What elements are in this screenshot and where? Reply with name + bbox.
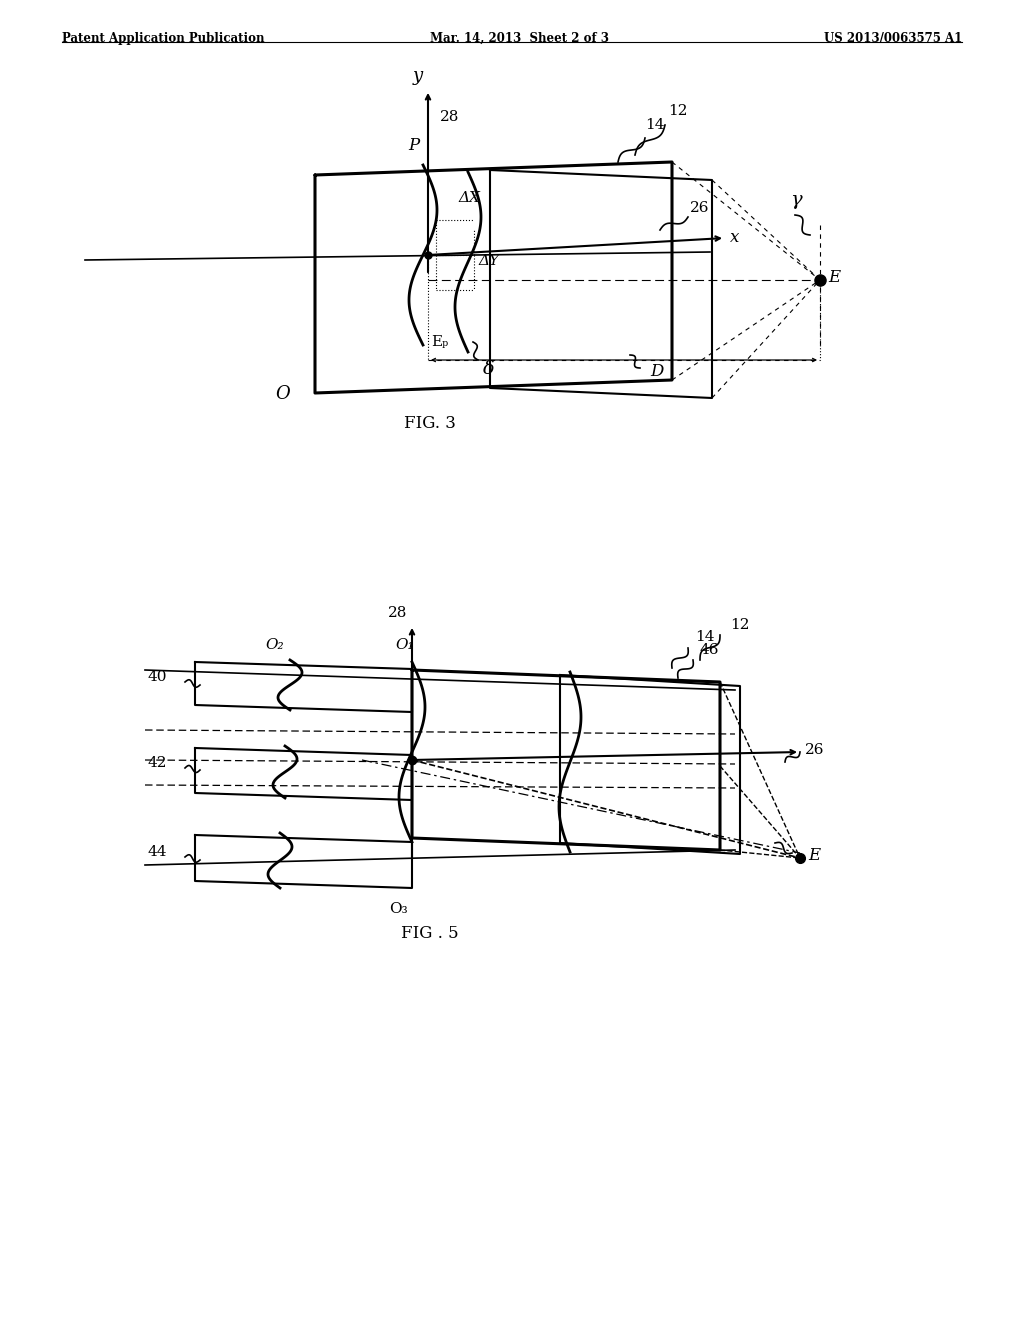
Text: Patent Application Publication: Patent Application Publication xyxy=(62,32,264,45)
Text: 26: 26 xyxy=(805,743,824,756)
Text: 40: 40 xyxy=(148,671,168,684)
Text: ΔX: ΔX xyxy=(458,191,480,205)
Text: 12: 12 xyxy=(730,618,750,632)
Text: x: x xyxy=(730,230,739,247)
Text: D: D xyxy=(650,363,664,380)
Text: 28: 28 xyxy=(388,606,407,620)
Text: FIG. 3: FIG. 3 xyxy=(404,414,456,432)
Text: 44: 44 xyxy=(148,845,168,859)
Text: O: O xyxy=(275,385,290,403)
Text: 46: 46 xyxy=(700,643,720,657)
Text: 14: 14 xyxy=(695,630,715,644)
Text: 28: 28 xyxy=(440,110,460,124)
Text: US 2013/0063575 A1: US 2013/0063575 A1 xyxy=(823,32,962,45)
Text: O₁: O₁ xyxy=(395,638,414,652)
Text: E: E xyxy=(828,269,840,286)
Text: E: E xyxy=(808,847,820,865)
Text: 14: 14 xyxy=(645,117,665,132)
Text: O₃: O₃ xyxy=(389,902,408,916)
Text: Mar. 14, 2013  Sheet 2 of 3: Mar. 14, 2013 Sheet 2 of 3 xyxy=(430,32,609,45)
Text: y: y xyxy=(413,67,423,84)
Text: ΔY: ΔY xyxy=(478,253,499,268)
Text: 42: 42 xyxy=(148,756,168,770)
Text: FIG . 5: FIG . 5 xyxy=(401,925,459,942)
Text: δ: δ xyxy=(483,360,495,378)
Text: 26: 26 xyxy=(690,201,710,215)
Text: O₂: O₂ xyxy=(265,638,284,652)
Text: Eₚ: Eₚ xyxy=(431,335,449,348)
Text: γ: γ xyxy=(790,191,802,209)
Text: P: P xyxy=(408,136,419,153)
Text: 12: 12 xyxy=(668,104,687,117)
